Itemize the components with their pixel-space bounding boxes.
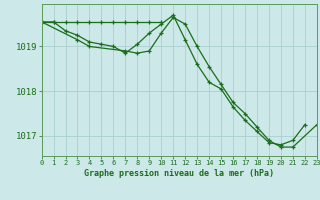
X-axis label: Graphe pression niveau de la mer (hPa): Graphe pression niveau de la mer (hPa) xyxy=(84,169,274,178)
